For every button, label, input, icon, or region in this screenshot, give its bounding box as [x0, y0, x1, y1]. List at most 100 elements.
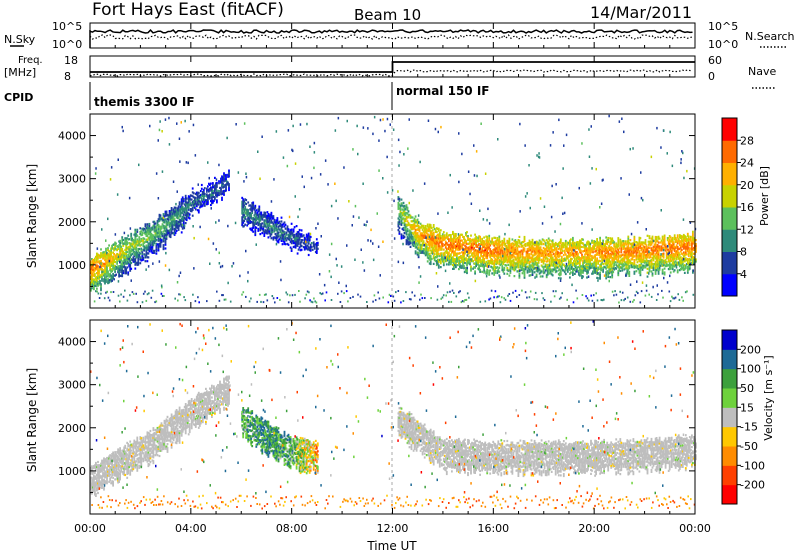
power-cell — [510, 248, 513, 252]
power-cell — [662, 260, 665, 263]
power-cell — [566, 255, 569, 258]
power-cell — [485, 245, 488, 248]
power-cell — [610, 242, 613, 245]
power-cell — [408, 231, 411, 234]
power-cell — [152, 240, 155, 243]
power-cell — [161, 223, 164, 226]
power-cell — [286, 225, 289, 228]
power-cell — [671, 248, 674, 251]
power-cell — [429, 241, 432, 244]
power-cell — [260, 211, 263, 214]
power-cell — [617, 260, 620, 263]
power-cell — [640, 249, 643, 252]
power-cell — [197, 209, 200, 212]
power-cell — [124, 243, 127, 246]
power-cell — [620, 249, 623, 252]
power-cell — [474, 262, 476, 265]
power-cell — [148, 232, 151, 235]
power-cell — [132, 246, 135, 249]
power-cell — [493, 269, 496, 272]
power-cell — [573, 254, 575, 257]
power-cell — [546, 271, 549, 274]
power-cell — [428, 227, 431, 230]
power-cell — [305, 233, 308, 236]
power-cell — [248, 216, 251, 219]
power-cell — [520, 261, 523, 264]
power-cell — [562, 254, 565, 257]
power-cell — [658, 258, 661, 261]
power-cell — [514, 243, 517, 246]
power-cell — [92, 262, 94, 266]
power-cell — [247, 218, 250, 221]
power-cell — [512, 252, 515, 255]
power-cell — [513, 265, 516, 268]
power-cell — [590, 251, 592, 254]
power-cell — [599, 275, 601, 278]
power-cell — [486, 237, 489, 240]
power-cell — [652, 259, 655, 262]
power-cell — [305, 239, 308, 242]
power-cell — [564, 243, 567, 246]
power-cell — [157, 231, 160, 234]
power-cell — [511, 238, 514, 241]
power-cell — [196, 191, 199, 194]
power-cell — [626, 246, 629, 249]
power-cell — [499, 248, 502, 251]
power-cell — [178, 209, 181, 212]
power-cell — [90, 287, 92, 290]
power-cell — [551, 245, 554, 248]
power-cell — [662, 262, 665, 265]
power-cell — [250, 207, 253, 210]
power-cell — [489, 250, 492, 253]
power-cell — [99, 256, 101, 259]
power-cell — [655, 251, 658, 254]
power-cell — [482, 243, 484, 247]
power-cell — [415, 232, 418, 235]
power-cell — [498, 241, 501, 244]
power-cell — [658, 245, 661, 248]
power-cell — [610, 263, 613, 266]
power-cell — [130, 232, 133, 235]
power-cell — [557, 265, 560, 268]
power-cell — [99, 281, 101, 284]
power-cell — [290, 228, 293, 231]
power-cell — [625, 266, 628, 269]
power-cell — [417, 228, 420, 232]
power-cell — [579, 251, 581, 254]
power-cell — [115, 265, 117, 268]
power-cell — [583, 261, 585, 264]
power-cell — [404, 225, 407, 228]
power-cell — [561, 244, 564, 247]
power-cell — [584, 247, 586, 250]
power-cell — [212, 189, 214, 193]
power-cell — [578, 261, 580, 265]
power-cell — [629, 242, 632, 246]
power-cell — [487, 261, 490, 264]
power-cell — [637, 256, 640, 259]
power-cell — [567, 253, 570, 256]
power-cell — [571, 250, 573, 253]
power-cell — [470, 259, 472, 262]
power-cell — [431, 235, 434, 238]
power-cell — [607, 273, 610, 276]
power-cell — [96, 281, 98, 284]
power-cell — [99, 254, 101, 257]
power-cell — [604, 256, 606, 259]
power-cell — [547, 253, 550, 256]
power-cell — [133, 239, 136, 242]
power-cell — [681, 266, 684, 270]
power-cell — [581, 253, 583, 256]
power-cell — [602, 259, 604, 262]
power-cell — [557, 253, 560, 256]
power-cell — [428, 254, 431, 257]
power-cell — [602, 268, 604, 271]
power-cell — [525, 254, 528, 257]
power-cell — [630, 246, 633, 249]
power-cell — [149, 242, 152, 245]
power-cell — [521, 264, 524, 267]
power-cell — [265, 226, 268, 229]
power-cell — [170, 224, 173, 227]
power-cell — [455, 246, 457, 249]
power-cell — [445, 247, 448, 250]
power-cell — [285, 233, 288, 236]
